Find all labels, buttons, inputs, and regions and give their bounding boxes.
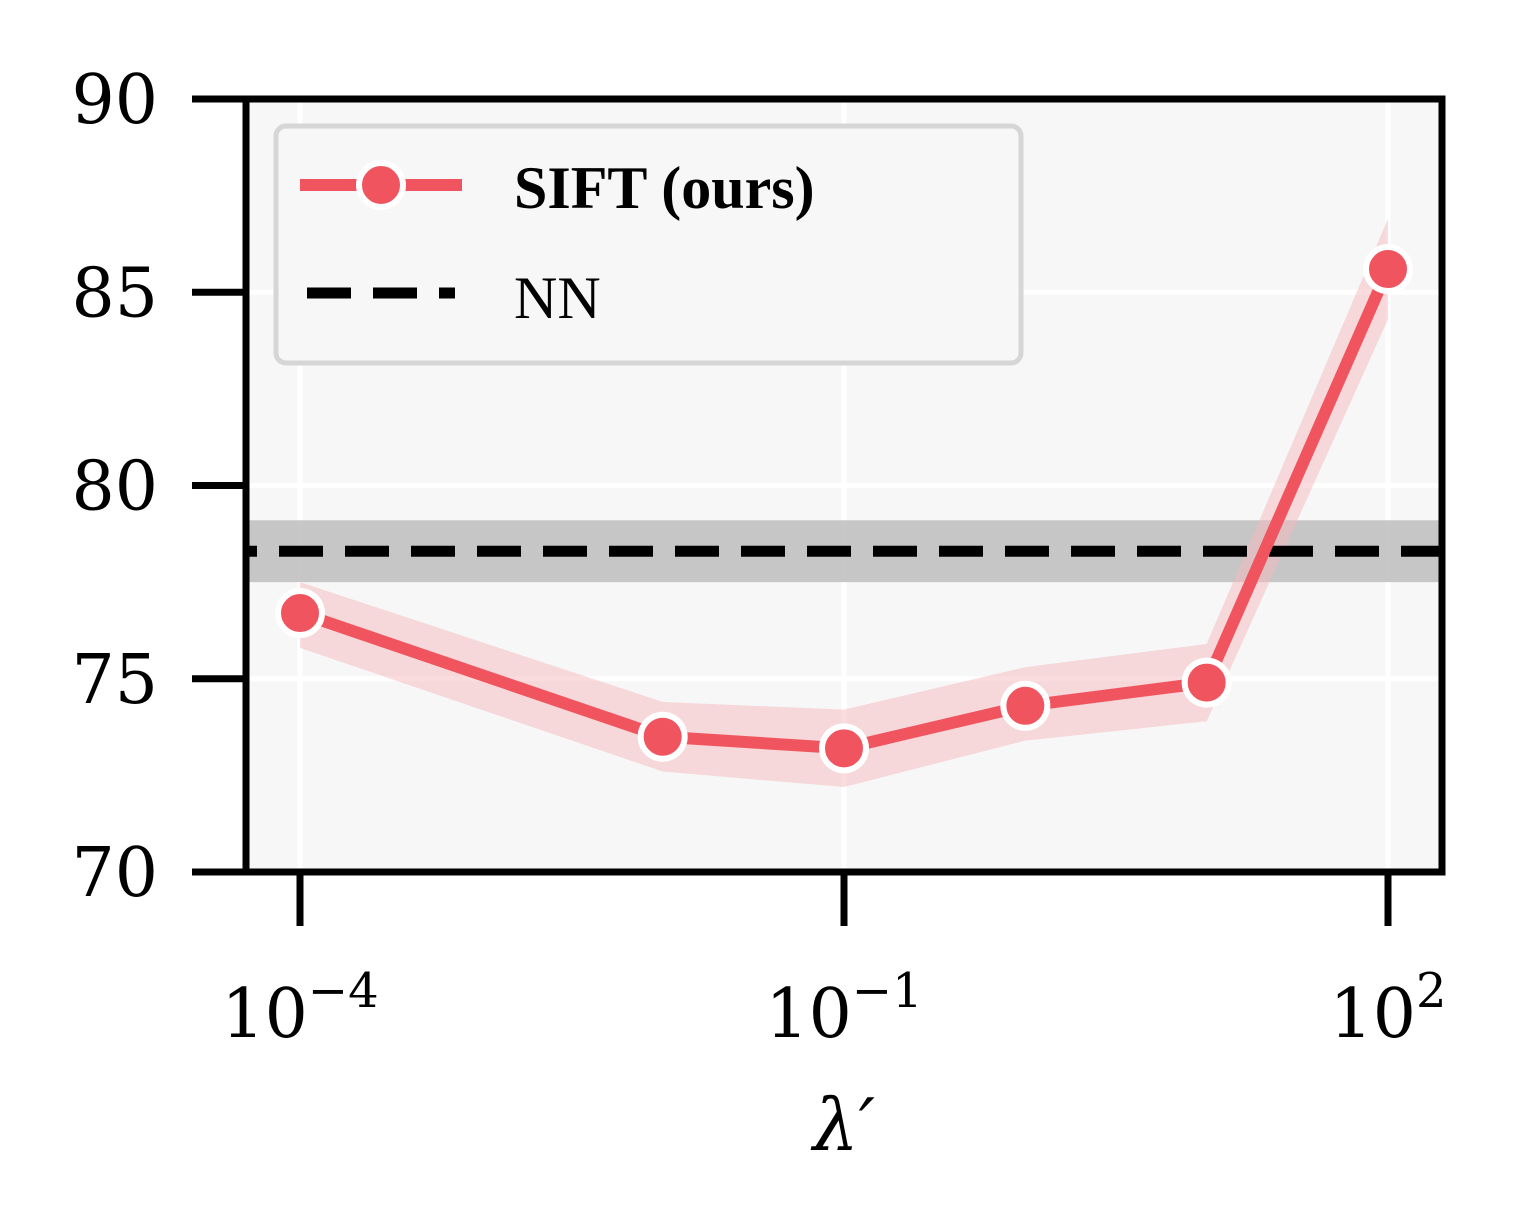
sift-point bbox=[1363, 244, 1413, 295]
legend-nn-label: NN bbox=[514, 265, 601, 331]
legend-entry-sift: SIFT (ours) bbox=[300, 155, 815, 221]
x-tick-label: 10−4 bbox=[221, 963, 378, 1054]
sift-point bbox=[1181, 657, 1232, 708]
x-axis-label: λ′ bbox=[810, 1083, 875, 1167]
y-tick-label: 90 bbox=[71, 61, 158, 140]
y-tick-label: 70 bbox=[71, 834, 158, 913]
y-axis-ticks: 70 75 80 85 90 bbox=[71, 61, 246, 913]
sift-point bbox=[275, 588, 325, 639]
x-axis-ticks: 10−4 10−1 102 bbox=[221, 872, 1447, 1054]
legend-sift-marker bbox=[356, 160, 406, 210]
x-tick-label: 10−1 bbox=[765, 963, 922, 1054]
y-tick-label: 75 bbox=[71, 641, 158, 720]
y-tick-label: 80 bbox=[71, 448, 158, 527]
sift-line bbox=[298, 266, 1394, 755]
legend-entry-nn: NN bbox=[307, 265, 601, 331]
legend-box bbox=[273, 123, 1024, 366]
sift-point bbox=[1000, 680, 1051, 731]
sift-point bbox=[637, 711, 688, 762]
series-lines bbox=[246, 266, 1442, 755]
series-markers bbox=[275, 244, 1413, 774]
legend-sift-label: SIFT (ours) bbox=[514, 155, 815, 221]
y-tick-label: 85 bbox=[71, 254, 158, 333]
legend: SIFT (ours) NN bbox=[273, 123, 1024, 366]
x-tick-label: 102 bbox=[1329, 963, 1446, 1054]
sift-point bbox=[819, 723, 869, 774]
